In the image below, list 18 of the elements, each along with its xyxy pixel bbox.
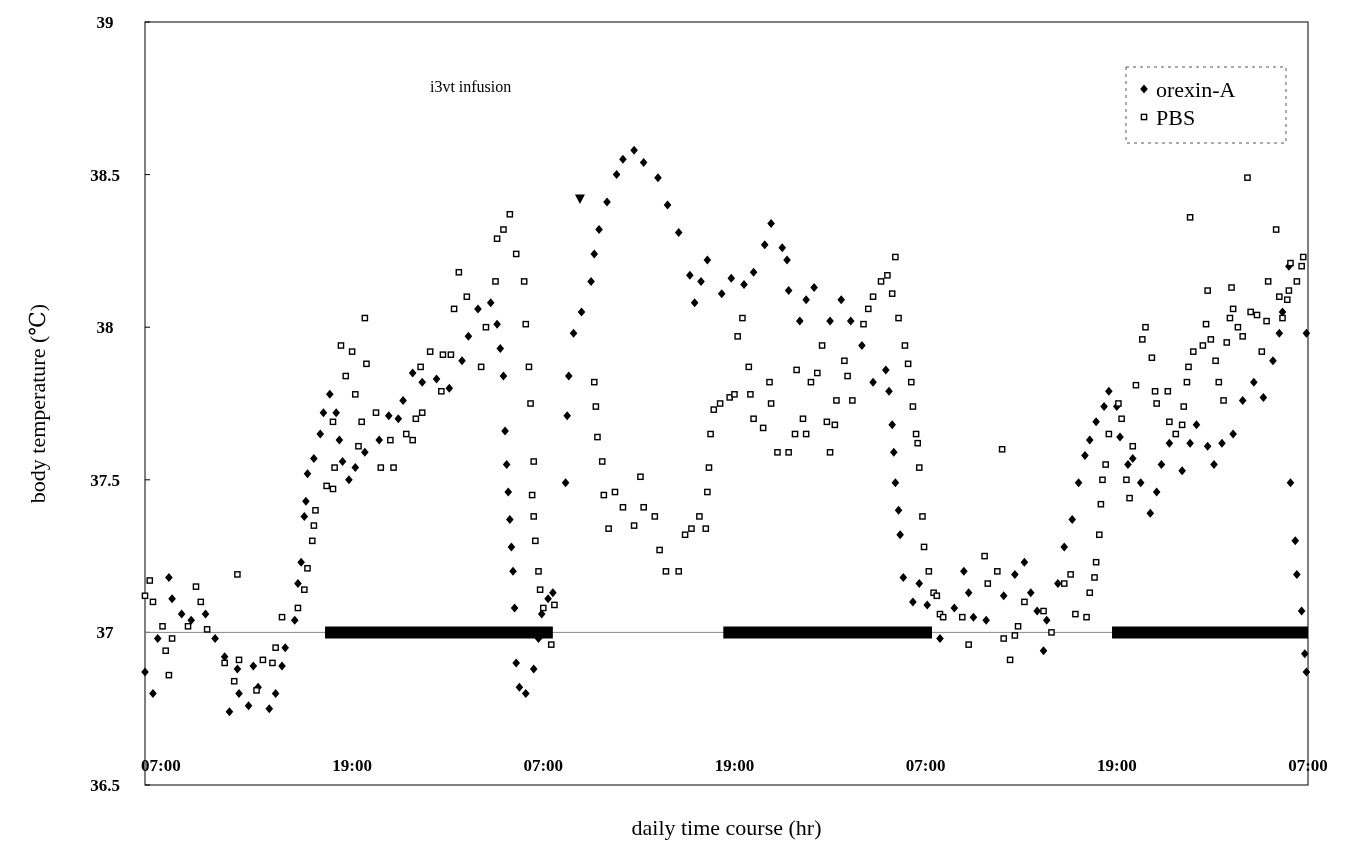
x-axis-title: daily time course (hr) [631, 815, 822, 840]
y-axis-title: body temperature (℃) [25, 303, 50, 504]
x-tick-label: 07:00 [141, 756, 181, 775]
y-tick-label: 37 [96, 623, 114, 643]
x-tick-label: 07:00 [1288, 756, 1328, 775]
y-tick-label: 36.5 [90, 775, 120, 795]
x-tick-label: 07:00 [523, 756, 564, 775]
y-tick-label: 39 [96, 12, 114, 32]
x-tick-label: 19:00 [1096, 756, 1137, 775]
legend-label: orexin-A [1156, 76, 1236, 102]
y-tick-label: 37.5 [90, 470, 120, 490]
annotation: i3vt infusion [429, 78, 512, 95]
x-tick-label: 07:00 [905, 756, 946, 775]
x-tick-label: 19:00 [714, 756, 755, 775]
x-tick-label: 19:00 [332, 756, 372, 775]
y-tick-label: 38 [96, 318, 114, 338]
y-tick-label: 38.5 [90, 165, 120, 185]
legend-label: PBS [1156, 104, 1196, 130]
